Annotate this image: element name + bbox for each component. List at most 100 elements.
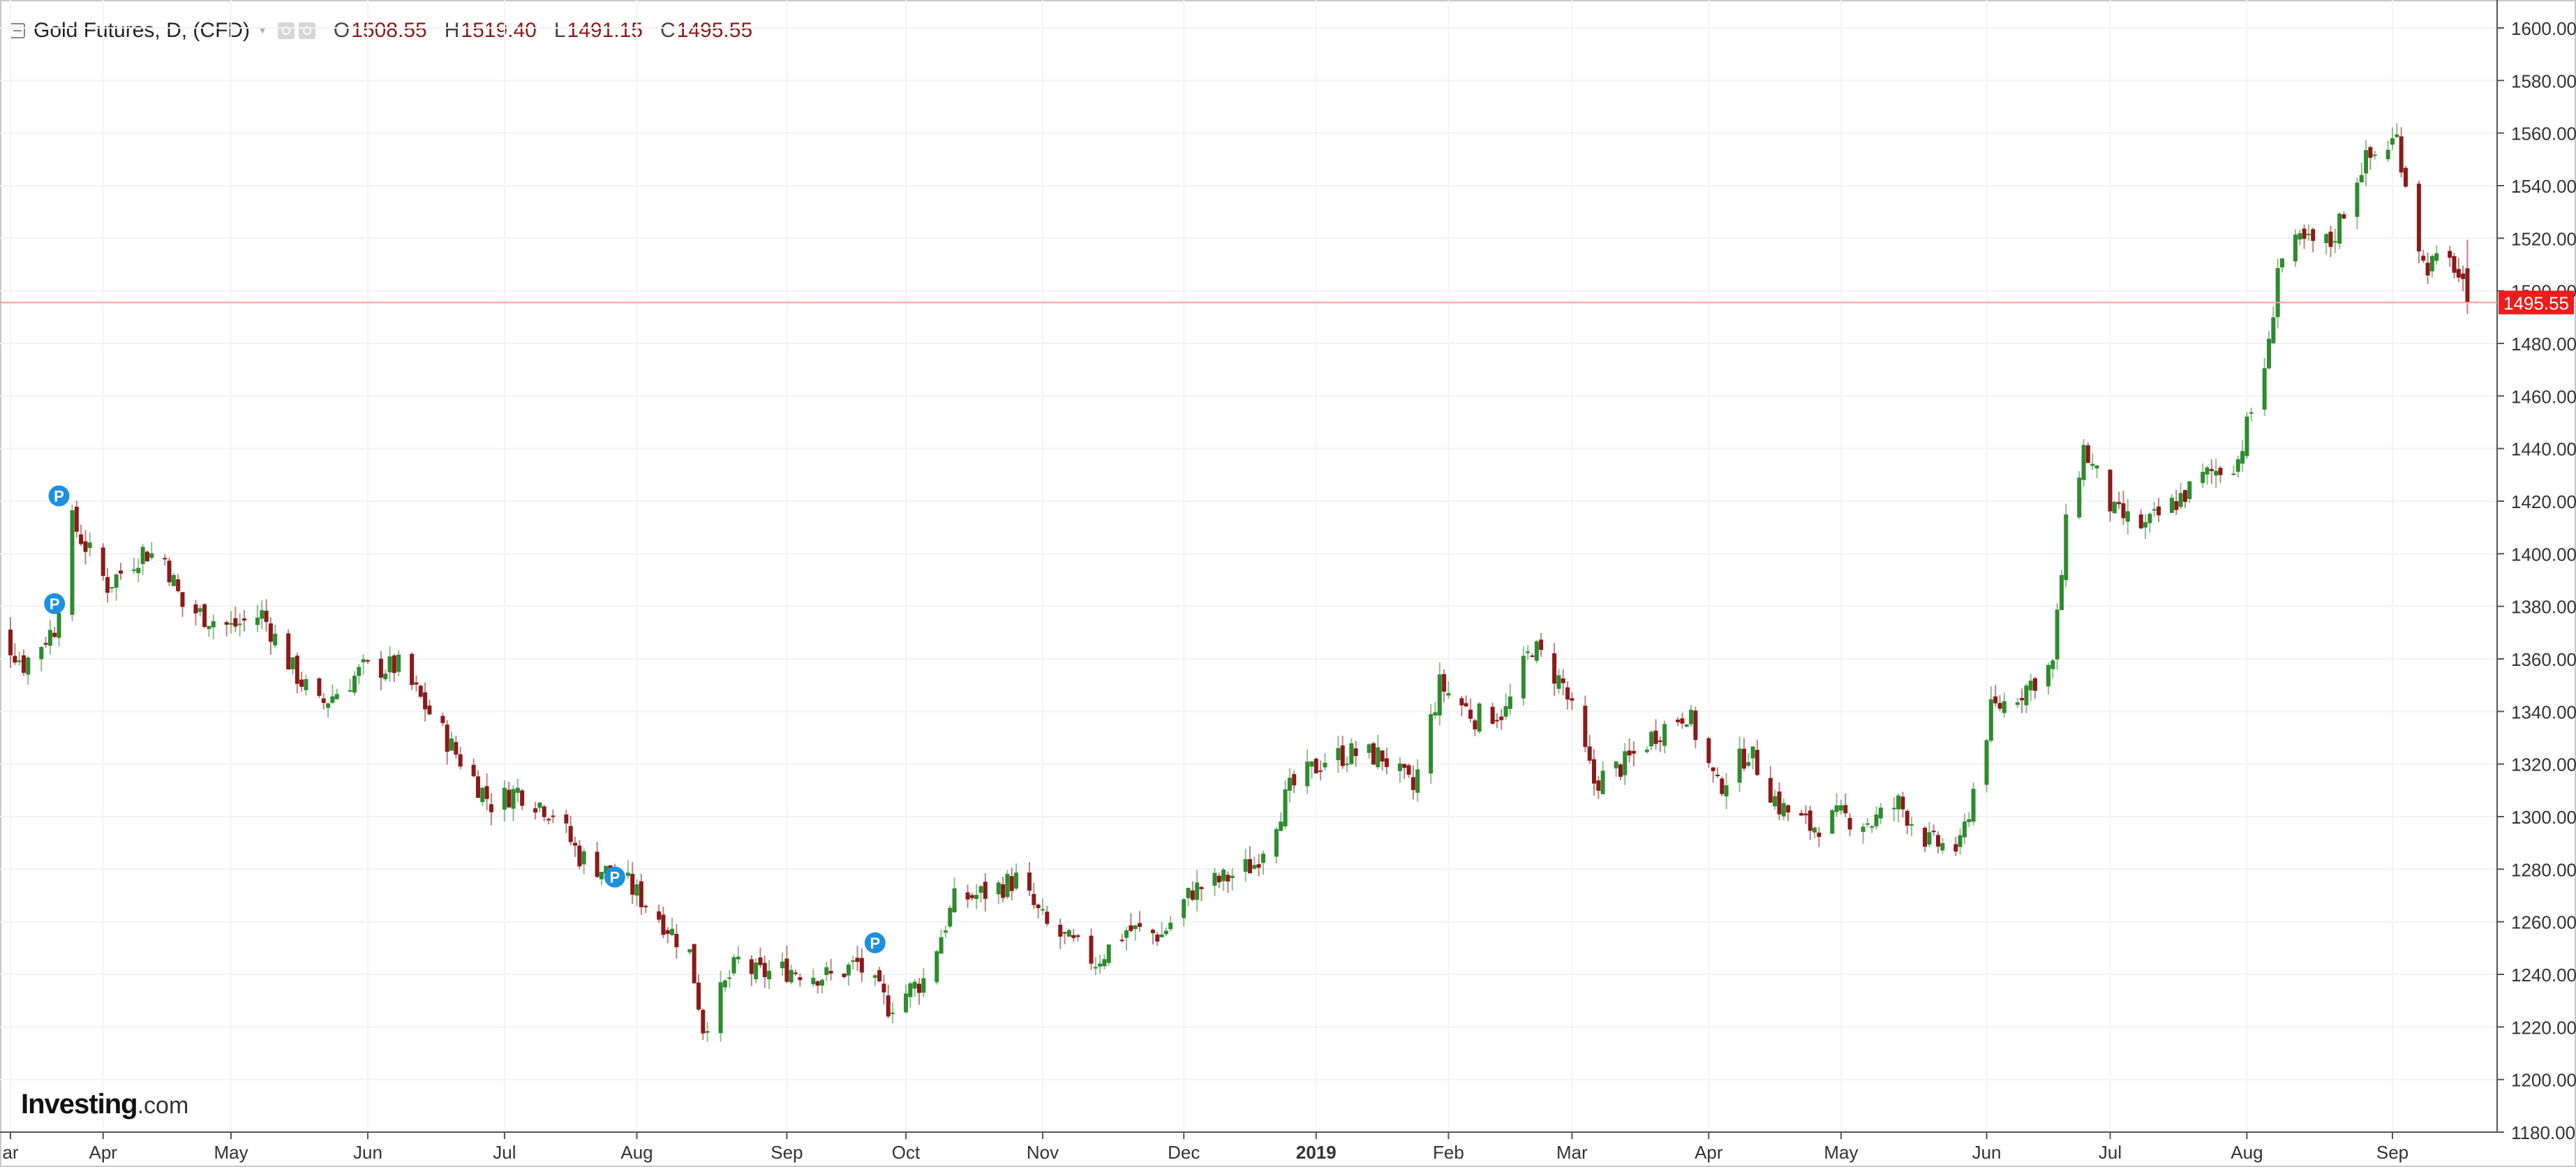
- candle-body: [1627, 750, 1632, 756]
- candle-body: [2187, 481, 2192, 499]
- settings-icon[interactable]: [277, 22, 295, 39]
- candle-body: [445, 724, 449, 752]
- candle-body: [1336, 748, 1341, 761]
- candle-body: [1521, 655, 1526, 699]
- candle-body: [1649, 731, 1654, 747]
- candle-body: [1071, 935, 1076, 938]
- candle-body: [163, 558, 167, 560]
- candle-body: [674, 934, 679, 948]
- candle-body: [2395, 134, 2399, 137]
- candle-body: [330, 696, 335, 703]
- candle-body: [2059, 574, 2064, 611]
- candle-body: [1062, 932, 1067, 934]
- candle-body: [1878, 808, 1883, 819]
- candle-body: [1900, 796, 1905, 810]
- candle-body: [2311, 229, 2316, 241]
- candle-body: [255, 617, 260, 625]
- candle-body: [1953, 844, 1958, 852]
- y-tick-label: 1240.00: [2511, 965, 2576, 986]
- candle-body: [2214, 470, 2219, 476]
- candle-body: [475, 776, 480, 798]
- candle-body: [489, 804, 493, 812]
- y-tick-label: 1560.00: [2511, 124, 2576, 144]
- candle-body: [1119, 939, 1124, 942]
- candle-body: [511, 789, 516, 809]
- candle-body: [1600, 771, 1605, 794]
- x-tick-label: Mar: [1556, 1142, 1588, 1163]
- candle-body: [1984, 740, 1989, 785]
- y-tick-label: 1260.00: [2511, 912, 2576, 933]
- candle-body: [1988, 699, 1993, 741]
- candle-body: [1556, 675, 1561, 689]
- current-price-label: 1495.55: [2503, 292, 2569, 313]
- candle-body: [100, 547, 105, 577]
- candle-body: [2174, 501, 2179, 510]
- candle-body: [1653, 730, 1658, 744]
- candle-body: [1706, 738, 1711, 764]
- candle-body: [1874, 814, 1879, 826]
- candle-body: [904, 993, 909, 1013]
- candle-body: [1997, 703, 2002, 709]
- candle-body: [2249, 412, 2254, 414]
- candle-body: [634, 884, 639, 896]
- candle-body: [1292, 774, 1297, 786]
- candle-body: [1817, 832, 1822, 838]
- y-tick-label: 1280.00: [2511, 859, 2576, 880]
- candle-body: [2015, 702, 2020, 705]
- candle-body: [2306, 233, 2311, 235]
- candle-body: [1323, 762, 1327, 768]
- candle-body: [1279, 822, 1283, 831]
- candle-body: [1133, 925, 1138, 930]
- candle-body: [581, 851, 586, 865]
- candle-body: [2169, 498, 2174, 513]
- symbol-title[interactable]: Gold Futures, D, (CFD): [33, 19, 251, 42]
- candle-body: [26, 657, 31, 675]
- candle-body: [1415, 769, 1420, 793]
- candle-body: [1384, 758, 1389, 767]
- candle-body: [1570, 698, 1574, 701]
- y-tick-label: 1520.00: [2511, 228, 2576, 249]
- x-tick-label: May: [1824, 1142, 1858, 1163]
- candle-body: [935, 951, 939, 983]
- candle-body: [383, 674, 388, 680]
- candle-body: [387, 656, 392, 673]
- candle-body: [1089, 935, 1094, 964]
- candle-body: [2235, 459, 2240, 472]
- candle-body: [2328, 231, 2333, 247]
- logo-brand: Investing: [21, 1089, 138, 1120]
- candle-body: [1741, 748, 1746, 769]
- candle-body: [1129, 925, 1133, 931]
- candle-body: [1750, 746, 1755, 759]
- x-tick-label: ar: [2, 1142, 18, 1163]
- candle-body: [1552, 653, 1557, 684]
- candle-body: [599, 872, 604, 879]
- candle-body: [722, 980, 727, 988]
- candle-body: [47, 630, 52, 646]
- candle-body: [568, 826, 573, 842]
- candle-body: [2465, 268, 2470, 303]
- candle-body: [758, 957, 763, 965]
- candle-body: [546, 819, 551, 821]
- candle-body: [352, 676, 357, 693]
- candle-body: [1287, 778, 1292, 791]
- candle-body: [2337, 214, 2342, 244]
- candle-body: [974, 895, 979, 900]
- logo-suffix: .com: [137, 1092, 189, 1119]
- candle-body: [423, 692, 428, 710]
- candle-body: [1755, 750, 1759, 775]
- close-value: 1495.55: [676, 19, 753, 42]
- candle-body: [727, 977, 732, 979]
- candle-body: [2421, 255, 2426, 261]
- candle-body: [1931, 831, 1936, 833]
- candle-body: [1526, 651, 1531, 653]
- candle-body: [176, 579, 181, 592]
- candle-body: [414, 682, 419, 685]
- candle-body: [241, 618, 246, 621]
- candle-body: [1592, 759, 1597, 784]
- candle-body: [1967, 819, 1972, 822]
- candle-body: [819, 979, 824, 986]
- candle-body: [1631, 750, 1636, 754]
- candle-body: [211, 621, 216, 627]
